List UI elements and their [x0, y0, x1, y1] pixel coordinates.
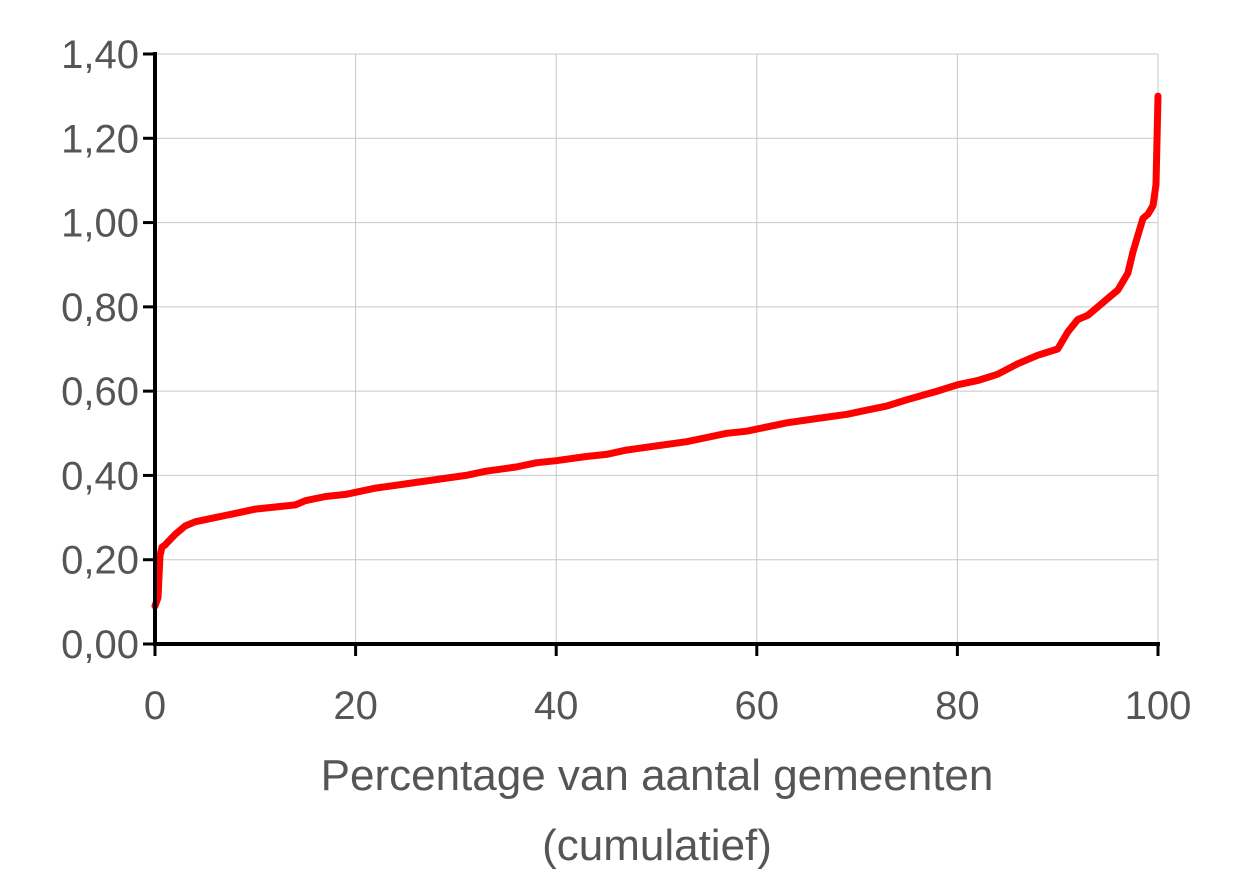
- x-tick-label: 100: [1125, 684, 1192, 728]
- axes: [143, 52, 1160, 656]
- y-tick-label: 0,20: [61, 539, 139, 583]
- y-tick-label: 1,20: [61, 117, 139, 161]
- y-tick-label: 0,40: [61, 454, 139, 498]
- y-tick-label: 0,00: [61, 623, 139, 667]
- x-tick-label: 80: [935, 684, 980, 728]
- y-tick-label: 0,80: [61, 286, 139, 330]
- y-tick-label: 0,60: [61, 370, 139, 414]
- x-tick-label: 20: [333, 684, 378, 728]
- y-tick-label: 1,40: [61, 33, 139, 77]
- x-axis-title-line-1: Percentage van aantal gemeenten: [321, 751, 994, 800]
- x-axis-title-line-2: (cumulatief): [542, 821, 772, 870]
- series-line: [151, 92, 1162, 610]
- x-tick-label: 40: [534, 684, 579, 728]
- x-tick-label: 0: [144, 684, 166, 728]
- tick-labels: 0,00 0,20 0,40 0,60 0,80 1,00 1,20 1,40 0 20 40 60 8…: [61, 33, 1191, 728]
- plot-area: [151, 92, 1162, 610]
- gridlines: [155, 53, 1159, 644]
- x-tick-label: 60: [735, 684, 780, 728]
- y-tick-label: 1,00: [61, 202, 139, 246]
